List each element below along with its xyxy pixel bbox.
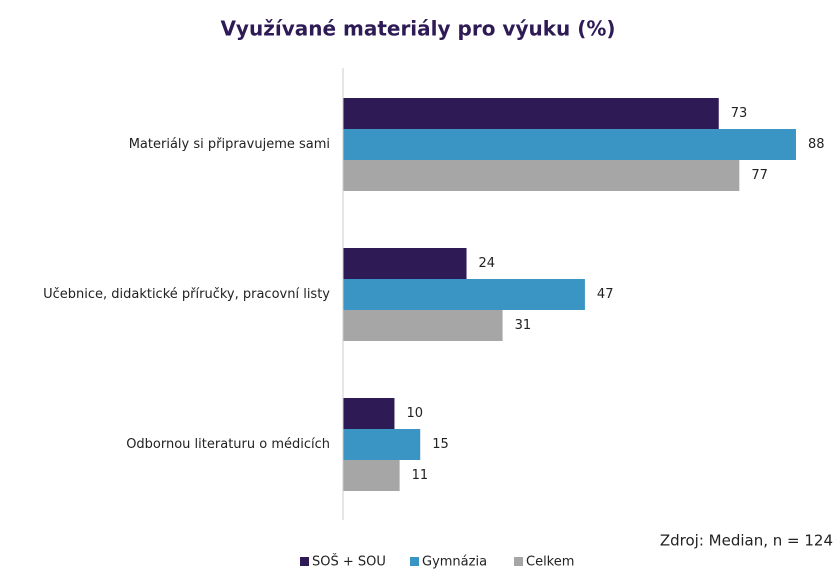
- bar: [343, 310, 503, 341]
- chart-title: Využívané materiály pro výuku (%): [220, 17, 615, 41]
- legend-swatch: [514, 557, 523, 566]
- data-label: 31: [515, 318, 532, 333]
- data-label: 11: [412, 468, 429, 483]
- category-label: Materiály si připravujeme sami: [129, 137, 330, 152]
- data-label: 88: [808, 137, 825, 152]
- bar: [343, 248, 467, 279]
- data-label: 24: [479, 256, 496, 271]
- data-label: 10: [406, 406, 423, 421]
- category-label: Učebnice, didaktické příručky, pracovní …: [43, 287, 330, 302]
- legend-swatch: [300, 557, 309, 566]
- bar: [343, 460, 400, 491]
- bar: [343, 279, 585, 310]
- legend-swatch: [410, 557, 419, 566]
- legend-label: Gymnázia: [422, 555, 487, 570]
- data-label: 77: [751, 168, 768, 183]
- legend-label: SOŠ + SOU: [312, 554, 386, 570]
- bar: [343, 398, 395, 429]
- legend-label: Celkem: [526, 555, 574, 570]
- bar: [343, 98, 719, 129]
- bar: [343, 160, 740, 191]
- data-label: 47: [597, 287, 614, 302]
- data-label: 15: [432, 437, 449, 452]
- category-label: Odbornou literaturu o médicích: [126, 437, 330, 452]
- bar: [343, 129, 796, 160]
- source-note: Zdroj: Median, n = 124: [660, 532, 833, 550]
- bar: [343, 429, 421, 460]
- data-label: 73: [731, 106, 748, 121]
